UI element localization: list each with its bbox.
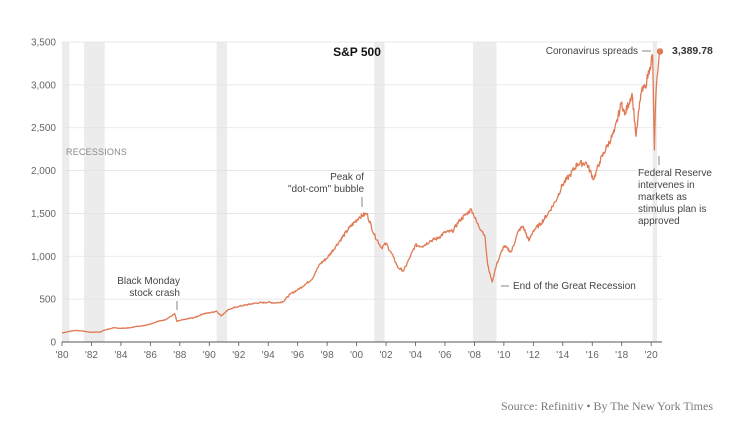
- x-axis-ticks: '80 '82 '84 '86 '88 '90 '92 '94 '96 '98 '00 '02 '04 '…: [55, 342, 658, 361]
- annotation-line: Peak of: [330, 172, 364, 183]
- y-tick-label: 2,000: [31, 166, 56, 177]
- recession-band: [216, 42, 227, 342]
- annotation-line: "dot-com" bubble: [288, 184, 364, 195]
- y-tick-label: 500: [39, 295, 56, 306]
- x-tick-label: '90: [203, 350, 216, 361]
- x-tick-label: '82: [85, 350, 98, 361]
- x-tick-label: '12: [527, 350, 540, 361]
- recession-bands: [62, 42, 658, 342]
- annotation-line: Coronavirus spreads: [546, 46, 638, 57]
- annotation-black-monday: Black Monday stock crash: [117, 276, 180, 310]
- recession-band: [472, 42, 497, 342]
- sp500-series-line: [61, 51, 661, 334]
- recession-band: [62, 42, 70, 342]
- x-tick-label: '16: [586, 350, 599, 361]
- x-tick-label: '10: [497, 350, 510, 361]
- x-tick-label: '02: [380, 350, 393, 361]
- y-tick-label: 1,500: [31, 209, 56, 220]
- x-tick-label: '86: [144, 350, 157, 361]
- x-tick-label: '14: [556, 350, 569, 361]
- x-tick-label: '94: [262, 350, 275, 361]
- annotation-dotcom-peak: Peak of "dot-com" bubble: [288, 172, 364, 207]
- source-credit: Source: Refinitiv • By The New York Time…: [501, 399, 713, 413]
- recessions-label: RECESSIONS: [66, 147, 127, 157]
- recession-band: [652, 42, 658, 342]
- y-tick-label: 3,500: [31, 38, 56, 49]
- x-tick-label: '92: [232, 350, 245, 361]
- annotation-line: Black Monday: [117, 276, 180, 287]
- annotation-coronavirus: Coronavirus spreads: [546, 46, 651, 57]
- x-tick-label: '06: [438, 350, 451, 361]
- annotation-federal-reserve: Federal Reserve intervenes in markets as…: [638, 156, 712, 227]
- x-tick-label: '80: [55, 350, 68, 361]
- x-tick-label: '04: [409, 350, 422, 361]
- y-tick-label: 3,000: [31, 80, 56, 91]
- recession-band: [84, 42, 105, 342]
- annotation-line: markets as: [638, 192, 687, 203]
- annotation-line: Federal Reserve: [638, 168, 712, 179]
- x-tick-label: '98: [321, 350, 334, 361]
- y-tick-label: 2,500: [31, 123, 56, 134]
- last-value-label: 3,389.78: [672, 45, 713, 57]
- y-axis-ticks: 0 500 1,000 1,500 2,000 2,500 3,000 3,500: [31, 38, 56, 349]
- chart-title: S&P 500: [333, 45, 381, 59]
- annotation-great-recession-end: End of the Great Recession: [501, 281, 636, 292]
- annotation-line: approved: [638, 216, 680, 227]
- x-tick-label: '88: [173, 350, 186, 361]
- annotation-line: intervenes in: [638, 180, 695, 191]
- last-value-dot: [656, 48, 664, 55]
- x-tick-label: '18: [615, 350, 628, 361]
- gridlines: [62, 41, 662, 343]
- x-tick-label: '20: [645, 350, 658, 361]
- x-tick-label: '00: [350, 350, 363, 361]
- y-tick-label: 1,000: [31, 252, 56, 263]
- x-tick-label: '96: [291, 350, 304, 361]
- x-tick-label: '84: [114, 350, 127, 361]
- recession-band: [374, 42, 385, 342]
- x-tick-label: '08: [468, 350, 481, 361]
- y-tick-label: 0: [50, 338, 56, 349]
- annotation-line: End of the Great Recession: [513, 281, 636, 292]
- annotation-line: stimulus plan is: [638, 204, 706, 215]
- annotation-line: stock crash: [129, 288, 180, 299]
